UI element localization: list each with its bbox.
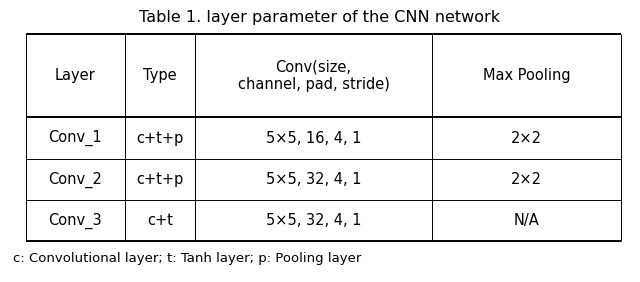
Text: Conv_2: Conv_2 [48, 172, 102, 188]
Text: Conv_1: Conv_1 [49, 130, 102, 146]
Text: N/A: N/A [513, 213, 540, 228]
Text: Layer: Layer [55, 68, 95, 83]
Text: c: Convolutional layer; t: Tanh layer; p: Pooling layer: c: Convolutional layer; t: Tanh layer; p… [13, 252, 361, 265]
Text: 2×2: 2×2 [511, 131, 542, 146]
Text: 5×5, 32, 4, 1: 5×5, 32, 4, 1 [266, 213, 362, 228]
Text: c+t+p: c+t+p [136, 172, 184, 187]
Text: 5×5, 16, 4, 1: 5×5, 16, 4, 1 [266, 131, 362, 146]
Text: Table 1. layer parameter of the CNN network: Table 1. layer parameter of the CNN netw… [140, 10, 500, 25]
Text: Type: Type [143, 68, 177, 83]
Text: Max Pooling: Max Pooling [483, 68, 570, 83]
Text: 2×2: 2×2 [511, 172, 542, 187]
Text: Conv_3: Conv_3 [49, 213, 102, 229]
Text: 5×5, 32, 4, 1: 5×5, 32, 4, 1 [266, 172, 362, 187]
Text: c+t: c+t [147, 213, 173, 228]
Text: Conv(size,
channel, pad, stride): Conv(size, channel, pad, stride) [237, 59, 390, 92]
Text: c+t+p: c+t+p [136, 131, 184, 146]
